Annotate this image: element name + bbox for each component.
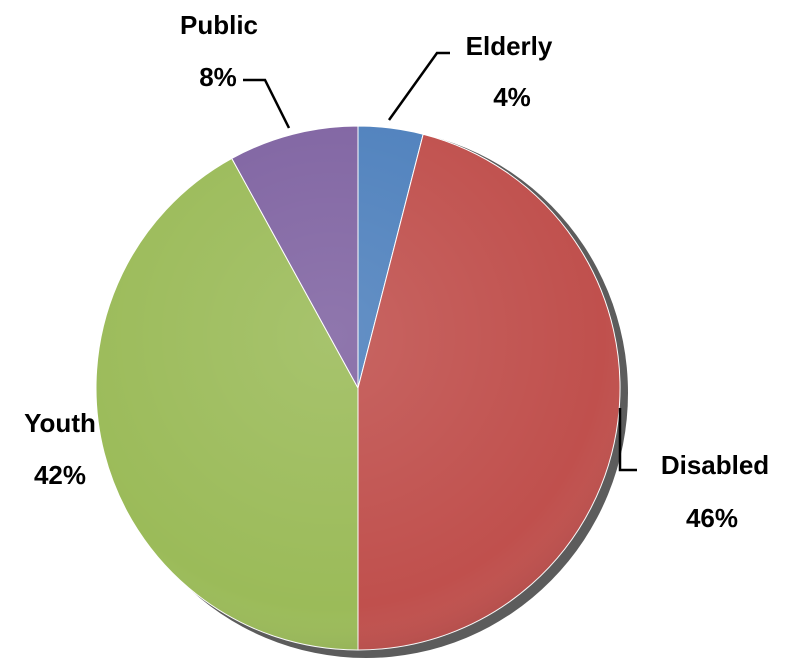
slice-percent-label-public: 8% xyxy=(199,62,237,92)
slice-percent-label-disabled: 46% xyxy=(686,503,738,533)
leader-line-elderly xyxy=(387,51,450,121)
slice-name-label-youth: Youth xyxy=(24,408,96,438)
leader-line-public xyxy=(243,78,291,129)
slice-name-label-elderly: Elderly xyxy=(466,31,553,61)
slice-name-label-public: Public xyxy=(180,10,258,40)
slice-percent-label-youth: 42% xyxy=(34,460,86,490)
slice-percent-label-elderly: 4% xyxy=(493,82,531,112)
leader-line-disabled xyxy=(618,408,637,472)
slice-name-label-disabled: Disabled xyxy=(661,450,769,480)
